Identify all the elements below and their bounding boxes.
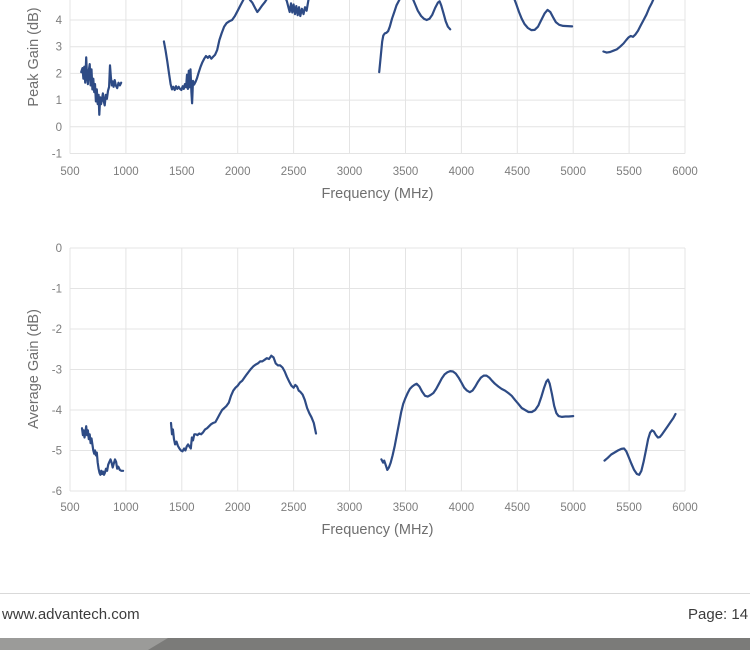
x-tick-label: 1000 <box>113 166 139 178</box>
x-axis-title: Frequency (MHz) <box>322 186 434 202</box>
series-line <box>169 354 318 453</box>
y-tick-label: -1 <box>52 284 62 296</box>
x-tick-label: 1500 <box>169 166 195 178</box>
x-tick-label: 4000 <box>449 166 475 178</box>
x-tick-label: 5500 <box>616 502 642 514</box>
peak-gain-chart: 4 3 2 1 0 -1 500 1000 1500 2000 2500 3000 3500 4000 45… <box>26 0 698 202</box>
y-axis-title: Average Gain (dB) <box>26 309 42 429</box>
y-tick-label: 0 <box>56 243 62 255</box>
series-line <box>380 370 575 471</box>
x-tick-label: 3500 <box>393 166 419 178</box>
x-tick-label: 6000 <box>672 166 698 178</box>
y-tick-label: -5 <box>52 446 62 458</box>
y-tick-label: -6 <box>52 486 62 498</box>
y-axis-title: Peak Gain (dB) <box>26 7 42 106</box>
x-tick-label: 2500 <box>281 166 307 178</box>
bottom-bar <box>0 638 750 650</box>
average-gain-chart: 0 -1 -2 -3 -4 -5 -6 500 1000 1500 2000 2500 3000 3500… <box>26 243 698 538</box>
x-tick-label: 2000 <box>225 166 251 178</box>
series-line <box>80 425 125 476</box>
y-tick-label: 3 <box>56 42 62 54</box>
series-line <box>513 0 574 32</box>
x-tick-label: 2000 <box>225 502 251 514</box>
y-tick-label: -3 <box>52 365 62 377</box>
series-line <box>80 56 123 116</box>
y-tick-label: 2 <box>56 68 62 80</box>
y-tick-label: 4 <box>56 15 63 27</box>
series-line <box>162 0 310 105</box>
x-tick-label: 500 <box>60 166 79 178</box>
x-tick-label: 4500 <box>505 502 531 514</box>
y-tick-label: -1 <box>52 149 62 161</box>
x-axis-title: Frequency (MHz) <box>322 522 434 538</box>
footer-website: www.advantech.com <box>2 606 140 623</box>
x-tick-label: 3000 <box>337 502 363 514</box>
x-tick-label: 2500 <box>281 502 307 514</box>
x-tick-label: 500 <box>60 502 79 514</box>
footer-divider <box>0 593 750 594</box>
x-tick-label: 1000 <box>113 502 139 514</box>
x-tick-label: 4000 <box>449 502 475 514</box>
x-tick-label: 5000 <box>560 166 586 178</box>
x-tick-label: 5500 <box>616 166 642 178</box>
y-tick-label: 0 <box>56 122 62 134</box>
x-tick-label: 5000 <box>560 502 586 514</box>
x-tick-label: 4500 <box>505 166 531 178</box>
series-line <box>378 0 452 74</box>
footer-page-number: Page: 14 <box>688 606 749 623</box>
y-tick-label: 1 <box>56 95 62 107</box>
y-tick-label: -2 <box>52 324 62 336</box>
x-tick-label: 1500 <box>169 502 195 514</box>
x-tick-label: 3000 <box>337 166 363 178</box>
y-tick-label: -4 <box>52 405 63 417</box>
x-tick-label: 3500 <box>393 502 419 514</box>
bottom-bar-dark-segment <box>148 638 750 650</box>
x-tick-label: 6000 <box>672 502 698 514</box>
series-line <box>603 412 677 476</box>
series-line <box>602 0 655 54</box>
